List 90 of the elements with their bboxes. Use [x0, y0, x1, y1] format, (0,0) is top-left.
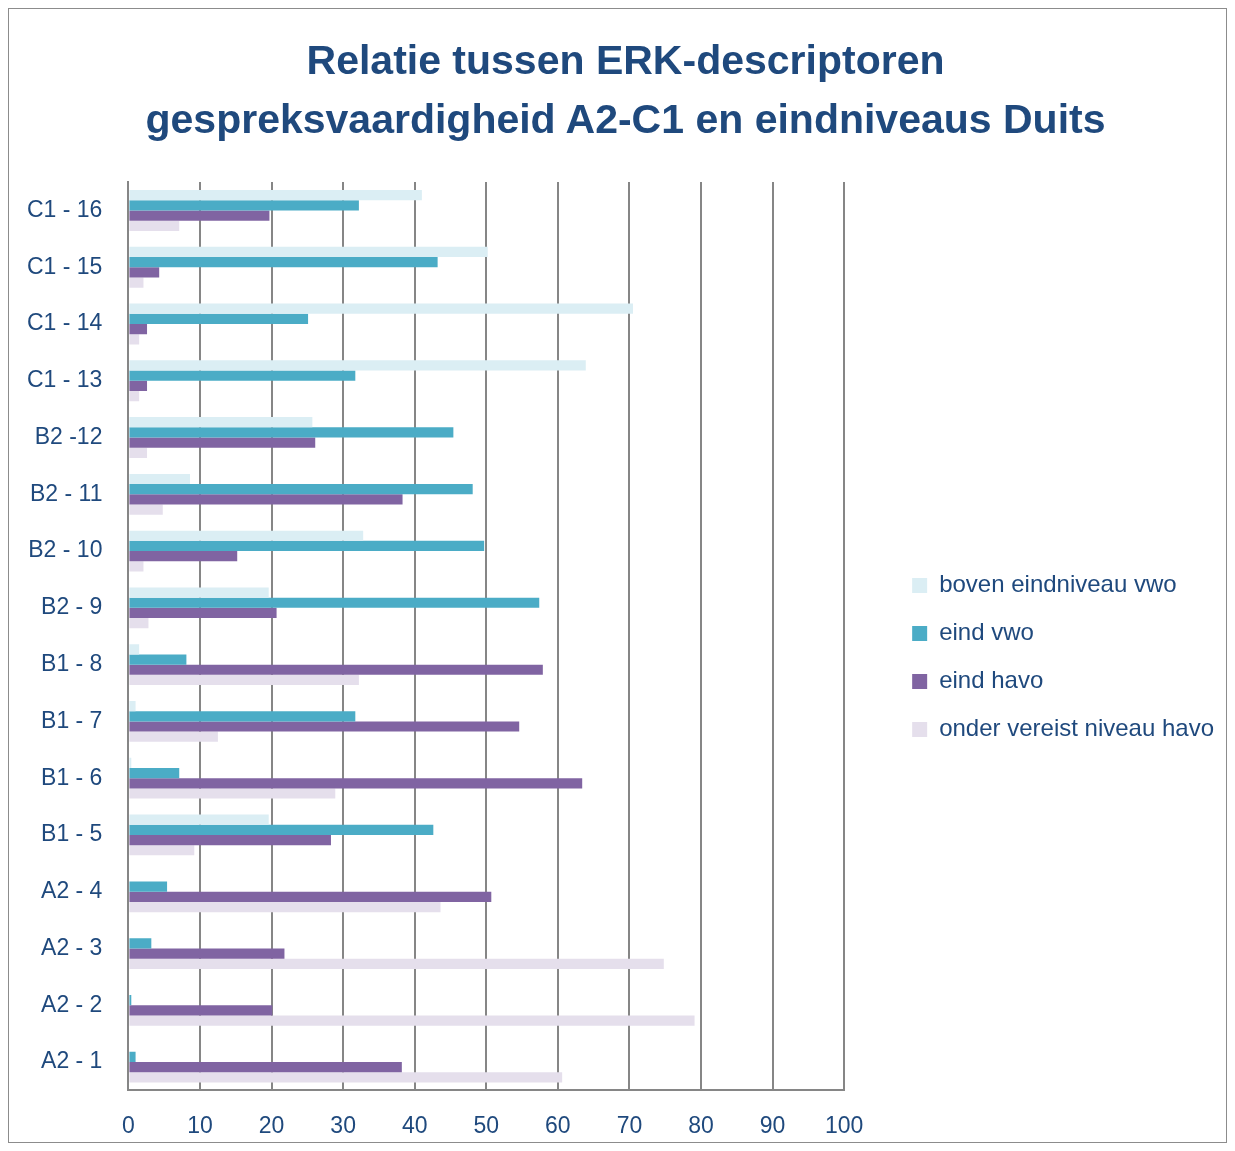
bar [129, 324, 148, 335]
bar [129, 938, 152, 949]
bar [129, 390, 140, 402]
bar [129, 731, 218, 742]
legend-label: onder vereist niveau havo [939, 714, 1214, 742]
bar [129, 814, 269, 825]
bar [129, 845, 195, 856]
y-tick-label: A2 - 4 [41, 877, 103, 904]
bar [129, 1005, 273, 1016]
x-tick-label: 80 [688, 1111, 714, 1138]
bar [129, 901, 441, 913]
bar [129, 370, 356, 381]
bar [129, 190, 422, 201]
bar [129, 267, 160, 278]
bar [129, 447, 148, 458]
bar [129, 1051, 136, 1063]
y-tick-label: B1 - 5 [41, 820, 103, 847]
bar [129, 334, 140, 345]
bar [129, 597, 540, 608]
bar [129, 473, 190, 485]
y-tick-label: A2 - 3 [41, 933, 103, 960]
y-tick-label: B2 - 11 [29, 479, 103, 506]
y-tick-label: B1 - 8 [41, 649, 103, 676]
bar [129, 380, 148, 391]
bar [129, 824, 434, 835]
bar [129, 700, 136, 712]
y-tick-label: B2 - 9 [41, 593, 103, 620]
bar [129, 1015, 695, 1026]
bar [129, 200, 359, 211]
y-tick-label: B1 - 6 [41, 763, 103, 790]
bar [129, 551, 238, 562]
x-tick-label: 60 [545, 1111, 571, 1138]
bar [129, 721, 520, 732]
bar [129, 767, 180, 779]
x-tick-label: 50 [473, 1111, 500, 1138]
y-tick-label: B1 - 7 [41, 706, 103, 733]
legend-label: eind havo [939, 666, 1044, 694]
bar [129, 881, 168, 892]
x-tick-label: 70 [616, 1111, 643, 1138]
bar [129, 834, 331, 846]
x-tick-label: 0 [122, 1111, 135, 1138]
y-tick-label: A2 - 1 [41, 1047, 103, 1074]
y-tick-label: C1 - 16 [26, 195, 103, 222]
bar [129, 504, 163, 515]
bar [129, 778, 583, 789]
bar [129, 607, 277, 619]
y-tick-label: C1 - 13 [26, 366, 103, 393]
bar [129, 654, 187, 665]
bar [129, 674, 359, 686]
y-tick-label: B2 -12 [34, 422, 103, 449]
bar [129, 210, 270, 221]
bar [129, 561, 144, 572]
x-tick-label: 20 [258, 1111, 285, 1138]
y-tick-label: C1 - 15 [26, 252, 103, 279]
bar [129, 246, 488, 258]
bar [129, 788, 336, 799]
bar [129, 484, 473, 495]
bar [129, 540, 485, 552]
chart-title: Relatie tussen ERK-descriptoren gespreksvaardigheid A2-C1 en eindniveaus Duits [145, 36, 1106, 142]
legend-label: eind vwo [939, 618, 1034, 646]
bar [129, 303, 634, 314]
bar [129, 427, 454, 438]
y-tick-label: B2 - 10 [28, 536, 103, 563]
bar [129, 1072, 563, 1083]
bar [129, 948, 285, 959]
bar [129, 417, 313, 428]
bar [129, 277, 144, 288]
legend-label: boven eindniveau vwo [939, 570, 1177, 598]
bar [129, 711, 356, 722]
y-tick-label: C1 - 14 [26, 309, 103, 336]
bar [129, 664, 543, 675]
x-tick-label: 40 [401, 1111, 428, 1138]
bar [129, 313, 309, 325]
y-tick-label: A2 - 2 [41, 990, 103, 1017]
bar [129, 220, 180, 231]
x-tick-label: 10 [187, 1111, 213, 1138]
x-tick-label: 90 [759, 1111, 786, 1138]
bar [129, 618, 149, 629]
bar [129, 494, 403, 505]
x-tick-label: 30 [330, 1111, 356, 1138]
bar [129, 958, 664, 969]
bar [129, 1062, 402, 1073]
bar [129, 891, 492, 902]
bar [129, 644, 140, 655]
bar [129, 530, 364, 541]
bar [129, 360, 586, 371]
bar [129, 587, 269, 598]
x-tick-label: 100 [824, 1111, 864, 1138]
bar [129, 257, 438, 268]
bar [129, 437, 316, 448]
